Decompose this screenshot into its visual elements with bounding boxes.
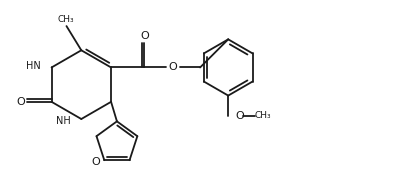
Text: O: O [91,157,100,167]
Text: O: O [140,31,149,41]
Text: O: O [168,62,177,72]
Text: O: O [16,97,25,107]
Text: O: O [236,111,244,121]
Text: HN: HN [26,60,40,71]
Text: CH₃: CH₃ [57,15,74,24]
Text: NH: NH [56,116,70,126]
Text: CH₃: CH₃ [254,111,271,120]
